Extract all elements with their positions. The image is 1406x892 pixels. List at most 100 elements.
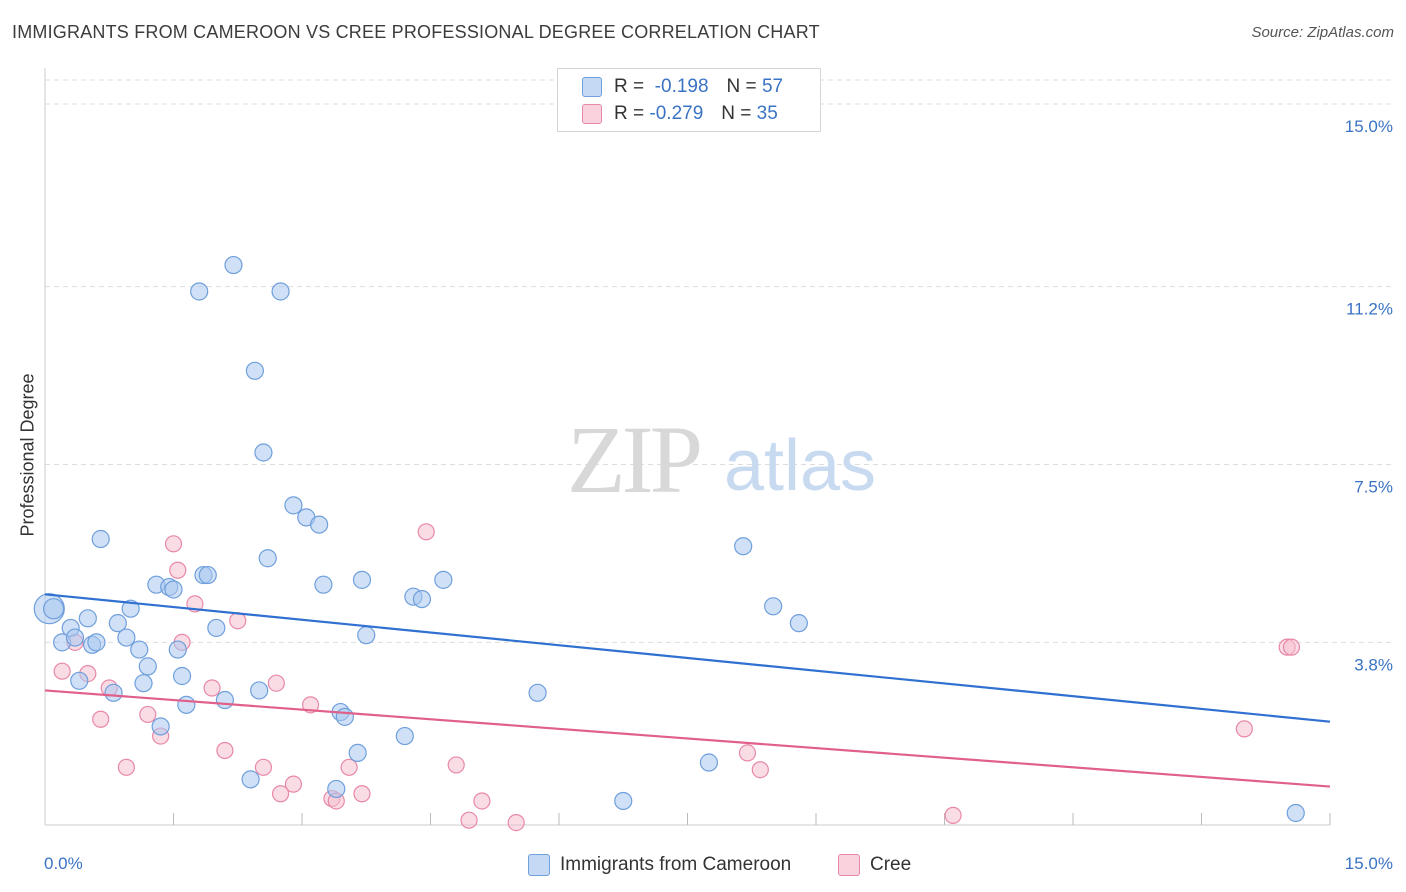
correlation-legend: R = -0.198 N = 57 R = -0.279 N = 35 — [557, 68, 821, 132]
data-point-cameroon — [357, 626, 376, 645]
bottom-legend-label-cree: Cree — [870, 854, 912, 875]
chart-title: IMMIGRANTS FROM CAMEROON VS CREE PROFESS… — [12, 22, 820, 42]
legend-r-value: -0.279 — [649, 103, 704, 124]
data-point-cree — [473, 792, 491, 810]
data-point-cree — [216, 741, 234, 760]
data-point-cree — [751, 761, 769, 779]
y-tick-label: 11.2% — [1346, 300, 1393, 319]
data-point-cameroon — [335, 707, 354, 726]
data-point-cameroon — [528, 683, 547, 702]
x-tick-label: 0.0% — [44, 854, 83, 873]
data-point-cree — [203, 679, 221, 697]
grid-lines — [45, 79, 1395, 643]
legend-swatch-cree — [582, 104, 602, 124]
bottom-legend-cree: Cree — [838, 852, 911, 878]
legend-n-label: N = — [726, 76, 757, 97]
y-tick-label: 3.8% — [1354, 655, 1393, 674]
data-point-cameroon — [198, 565, 217, 585]
bottom-legend-swatch-cameroon — [528, 854, 550, 876]
data-point-cameroon — [151, 717, 170, 736]
data-point-cree — [1282, 638, 1301, 656]
data-point-cree — [229, 612, 247, 630]
data-point-cree — [738, 744, 757, 762]
data-point-cree — [284, 775, 303, 793]
data-point-cameroon — [412, 589, 432, 609]
x-tick-label: 15.0% — [1345, 854, 1393, 873]
legend-n-value: 35 — [756, 103, 778, 124]
data-point-cameroon — [254, 443, 273, 462]
data-point-cameroon — [91, 529, 110, 549]
data-point-cameroon — [70, 671, 89, 690]
data-point-cameroon — [224, 255, 243, 275]
y-tick-label: 15.0% — [1345, 117, 1393, 136]
axes — [44, 68, 1331, 826]
data-point-cameroon — [104, 683, 123, 702]
data-point-cameroon — [348, 743, 367, 763]
data-point-cameroon — [614, 791, 633, 811]
data-point-cameroon — [434, 570, 453, 589]
data-point-cree — [267, 674, 285, 692]
data-point-cree — [447, 756, 465, 774]
legend-row-cameroon: R = -0.198 N = 57 — [582, 75, 783, 99]
legend-r-label: R = — [614, 76, 645, 97]
y-tick-label: 7.5% — [1354, 478, 1393, 497]
bottom-legend-swatch-cree — [838, 854, 860, 876]
trend-line-cameroon — [44, 593, 1331, 723]
legend-n-label: N = — [721, 103, 752, 124]
watermark-zip: ZIP — [567, 406, 700, 513]
trend-line-cree — [44, 689, 1331, 788]
data-point-cameroon — [177, 695, 196, 714]
data-point-cree — [92, 710, 110, 728]
legend-r-value: -0.198 — [654, 76, 709, 97]
data-point-cameroon — [314, 575, 333, 594]
data-point-cree — [164, 535, 183, 553]
data-point-cameroon — [138, 657, 157, 676]
data-point-cameroon — [1286, 803, 1305, 823]
watermark: ZIP atlas — [567, 406, 876, 513]
data-point-cameroon — [164, 580, 183, 599]
data-point-cree — [169, 561, 187, 579]
data-point-cree — [417, 523, 435, 541]
data-point-cameroon — [271, 282, 290, 301]
trend-lines — [44, 593, 1331, 788]
data-point-cameroon — [42, 598, 65, 620]
data-point-cree — [944, 806, 962, 824]
legend-swatch-cameroon — [582, 77, 602, 97]
data-point-cree — [117, 758, 135, 776]
data-point-cameroon — [87, 633, 106, 652]
data-point-cameroon — [310, 515, 329, 534]
data-point-cameroon — [327, 779, 346, 799]
data-point-cree — [139, 705, 157, 724]
series-cree-points — [53, 523, 1301, 832]
data-point-cree — [53, 662, 71, 680]
data-point-cameroon — [764, 597, 783, 616]
data-point-cree — [1235, 720, 1253, 738]
data-point-cree — [507, 813, 525, 832]
legend-n-value: 57 — [761, 76, 784, 97]
legend-row-cree: R = -0.279 N = 35 — [582, 102, 778, 126]
data-point-cameroon — [215, 690, 234, 710]
data-point-cree — [271, 785, 290, 803]
bottom-legend-label-cameroon: Immigrants from Cameroon — [560, 854, 792, 875]
data-point-cameroon — [250, 681, 269, 700]
data-point-cameroon — [241, 770, 260, 789]
data-point-cree — [460, 811, 478, 829]
tick-labels: 3.8% 7.5% 11.2% 15.0% 0.0% 15.0% — [44, 117, 1393, 873]
legend-r-label: R = — [614, 103, 645, 124]
data-point-cameroon — [134, 674, 153, 693]
data-point-cameroon — [172, 666, 192, 686]
data-point-cameroon — [284, 496, 303, 515]
data-point-cameroon — [207, 618, 226, 638]
data-point-cree — [254, 758, 273, 776]
data-point-cameroon — [78, 609, 97, 628]
data-point-cameroon — [108, 614, 127, 633]
data-point-cree — [353, 785, 371, 803]
data-point-cameroon — [699, 753, 719, 772]
source-label: Source: ZipAtlas.com — [1251, 24, 1394, 41]
y-axis-label: Professional Degree — [17, 373, 38, 537]
data-point-cameroon — [395, 726, 414, 746]
data-point-cameroon — [117, 628, 136, 647]
data-point-cameroon — [789, 614, 808, 633]
data-point-cree — [301, 696, 320, 714]
